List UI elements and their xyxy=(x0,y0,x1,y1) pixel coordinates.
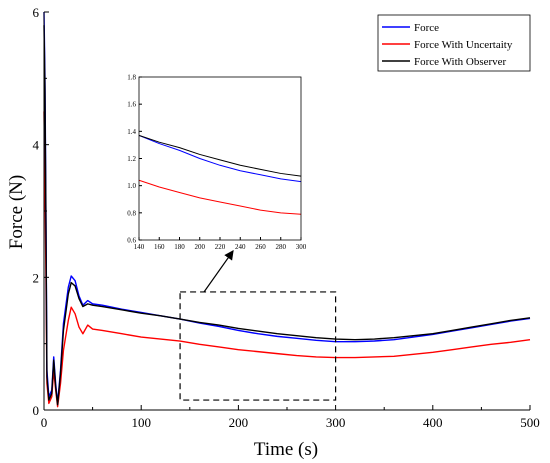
inset-y-tick-label: 1.0 xyxy=(127,182,136,190)
x-tick-label: 300 xyxy=(326,415,346,430)
inset-series-line-1 xyxy=(138,179,302,215)
main-plot-area: 0 100 200 300 400 500 0 2 4 6 xyxy=(33,5,540,430)
x-tick-label: 100 xyxy=(131,415,151,430)
x-tick-label: 400 xyxy=(423,415,443,430)
main-series-group xyxy=(43,11,531,408)
inset-x-ticks: 140 160 180 200 220 240 260 280 300 xyxy=(134,237,307,251)
inset-x-tick-label: 220 xyxy=(215,243,226,251)
inset-x-tick-label: 240 xyxy=(235,243,246,251)
inset-y-tick-label: 1.8 xyxy=(127,74,136,82)
y-axis-title: Force (N) xyxy=(6,175,27,249)
y-tick-label: 0 xyxy=(33,403,40,418)
inset-series-group xyxy=(138,134,302,215)
legend-label-force-uncertainty: Force With Uncertaity xyxy=(414,39,513,51)
x-tick-label: 200 xyxy=(229,415,249,430)
x-axis-ticks: 0 100 200 300 400 500 xyxy=(41,405,540,430)
y-tick-label: 4 xyxy=(33,138,40,153)
legend-label-force-observer: Force With Observer xyxy=(414,56,507,68)
inset-x-tick-label: 160 xyxy=(154,243,165,251)
x-axis-title: Time (s) xyxy=(254,439,318,460)
inset-y-ticks: 0.6 0.8 1.0 1.2 1.4 1.6 1.8 xyxy=(127,74,142,245)
inset-x-tick-label: 260 xyxy=(255,243,266,251)
inset-x-tick-label: 200 xyxy=(195,243,206,251)
x-tick-label: 0 xyxy=(41,415,48,430)
inset-y-tick-label: 1.2 xyxy=(127,155,136,163)
inset-x-tick-label: 140 xyxy=(134,243,145,251)
y-tick-label: 2 xyxy=(33,270,40,285)
inset-y-tick-label: 0.6 xyxy=(127,237,136,245)
legend-label-force: Force xyxy=(414,22,439,34)
inset-y-tick-label: 1.4 xyxy=(127,128,136,136)
x-tick-label: 500 xyxy=(520,415,540,430)
y-tick-label: 6 xyxy=(33,5,40,20)
zoom-region-box xyxy=(179,291,337,401)
chart-legend: Force Force With Uncertaity Force With O… xyxy=(377,14,531,72)
inset-x-tick-label: 280 xyxy=(276,243,287,251)
inset-plot: 140 160 180 200 220 240 260 280 300 0.6 0.8 1.0 1.2… xyxy=(127,74,307,252)
zoom-arrow xyxy=(203,250,234,293)
inset-x-tick-label: 300 xyxy=(296,243,307,251)
inset-y-tick-label: 1.6 xyxy=(127,101,136,109)
inset-x-tick-label: 180 xyxy=(174,243,185,251)
inset-series-line-0 xyxy=(138,134,302,183)
y-axis-ticks: 0 2 4 6 xyxy=(33,5,49,418)
inset-series-line-2 xyxy=(138,134,302,177)
series-line-2 xyxy=(43,25,531,406)
inset-y-tick-label: 0.8 xyxy=(127,209,136,217)
